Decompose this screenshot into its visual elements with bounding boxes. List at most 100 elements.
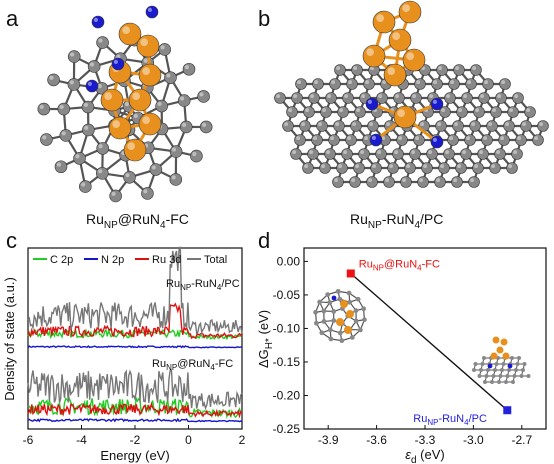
carbon-atom-highlight	[360, 150, 365, 154]
carbon-atom-highlight	[514, 94, 518, 98]
carbon-atom	[434, 176, 446, 188]
carbon-atom-highlight	[49, 75, 54, 80]
carbon-atom	[367, 120, 379, 132]
dos-x-tick-label: 2	[239, 433, 246, 447]
carbon-atom-highlight	[327, 94, 332, 98]
inset-carbon-atom	[347, 299, 353, 305]
dg-x-label: εd (eV)	[405, 447, 444, 464]
carbon-atom-highlight	[440, 164, 445, 168]
carbon-atom	[141, 187, 154, 200]
carbon-atom-highlight	[539, 122, 543, 126]
carbon-atom-highlight	[361, 94, 366, 98]
dg-y-tick-label: -0.15	[273, 355, 301, 369]
inset-carbon-atom	[477, 374, 482, 378]
carbon-atom	[328, 134, 340, 146]
dg-x-tick-label: -3.0	[463, 433, 484, 447]
inset-carbon-atom	[327, 327, 333, 333]
carbon-atom	[311, 134, 323, 146]
ruthenium-atom-highlight	[406, 52, 414, 61]
inset-ruthenium-atom	[500, 338, 508, 346]
carbon-atom-highlight	[97, 84, 102, 89]
inset-carbon-atom	[355, 296, 361, 302]
ruthenium-atom-highlight	[402, 4, 410, 12]
carbon-atom	[464, 134, 476, 146]
inset-carbon-atom	[321, 308, 327, 314]
inset-carbon-atom	[361, 306, 367, 312]
carbon-atom-highlight	[42, 135, 47, 140]
dg-y-tick-label: 0.00	[277, 254, 301, 268]
inset-carbon-atom	[321, 319, 327, 324]
ruthenium-center-atom	[393, 105, 417, 129]
carbon-atom-highlight	[416, 80, 421, 84]
carbon-atom	[443, 148, 455, 160]
dos-x-ticks: -6 -4 -2 0 2	[23, 425, 246, 447]
dos-pc-total	[27, 246, 243, 336]
carbon-atom	[469, 120, 481, 132]
legend-label-c2p: C 2p	[50, 254, 73, 266]
carbon-atom	[325, 92, 337, 104]
ruthenium-atom	[118, 22, 142, 46]
carbon-atom	[282, 120, 294, 132]
carbon-atom	[358, 148, 370, 160]
carbon-atom	[363, 78, 375, 90]
inset-carbon-atom	[335, 288, 341, 294]
inset-carbon-atom	[486, 368, 490, 372]
carbon-atom	[376, 92, 388, 104]
carbon-atom	[290, 148, 302, 160]
carbon-atom-highlight	[339, 108, 344, 112]
carbon-atom-highlight	[385, 178, 390, 182]
inset-nitrogen-atom	[331, 295, 337, 301]
carbon-atom-highlight	[501, 80, 506, 84]
nitrogen-atom	[365, 97, 379, 111]
dg-y-label: ΔGH* (eV)	[256, 310, 275, 368]
inset-carbon-atom	[515, 362, 520, 366]
carbon-atom	[481, 134, 493, 146]
dg-y-tick-label: -0.20	[273, 388, 301, 402]
dg-x-tick-label: -3.3	[415, 433, 436, 447]
dos-fc-total	[27, 369, 243, 411]
carbon-atom-highlight	[343, 150, 348, 154]
dos-pc-ru3d	[27, 302, 243, 340]
nitrogen-atom-highlight	[147, 7, 152, 12]
carbon-atom	[169, 145, 183, 158]
inset-ruthenium-atom	[344, 326, 352, 334]
carbon-atom	[123, 170, 136, 184]
inset-nitrogen-atom	[487, 363, 493, 369]
carbon-atom	[334, 64, 346, 76]
dos-annotation-fc: RuNP@RuN4-FC	[152, 358, 233, 372]
carbon-atom-highlight	[61, 131, 66, 136]
carbon-atom	[67, 50, 81, 63]
inset-carbon-atom	[526, 374, 531, 378]
carbon-atom-highlight	[467, 80, 472, 84]
carbon-atom	[336, 162, 348, 174]
carbon-atom	[456, 106, 468, 118]
inset-carbon-atom	[500, 368, 504, 372]
carbon-atom	[299, 120, 311, 132]
inset-carbon-atom	[512, 374, 517, 378]
inset-carbon-atom	[511, 380, 515, 384]
inset-carbon-atom	[353, 308, 359, 313]
carbon-atom-highlight	[331, 80, 336, 84]
carbon-atom-highlight	[116, 54, 121, 59]
ruthenium-atom	[123, 138, 147, 162]
carbon-atom-highlight	[382, 80, 387, 84]
inset-carbon-atom	[473, 362, 478, 366]
carbon-atom-highlight	[184, 65, 189, 70]
carbon-atom-highlight	[436, 178, 441, 182]
carbon-atom-highlight	[179, 96, 185, 101]
carbon-atom-highlight	[352, 122, 357, 126]
ruthenium-atom-highlight	[122, 26, 130, 34]
inset-ruthenium-atom	[502, 352, 510, 360]
carbon-atom	[431, 78, 443, 90]
ruthenium-atom-highlight	[366, 48, 374, 57]
carbon-atom	[421, 162, 433, 174]
carbon-atom-highlight	[365, 80, 370, 84]
carbon-atom	[337, 106, 349, 118]
carbon-atom-highlight	[301, 122, 306, 126]
nitrogen-atom-highlight	[367, 99, 372, 104]
carbon-atom	[495, 92, 507, 104]
inset-ruthenium-atom	[346, 310, 354, 318]
carbon-atom-highlight	[500, 136, 505, 140]
carbon-atom-highlight	[471, 122, 476, 126]
ruthenium-atom	[138, 112, 162, 136]
